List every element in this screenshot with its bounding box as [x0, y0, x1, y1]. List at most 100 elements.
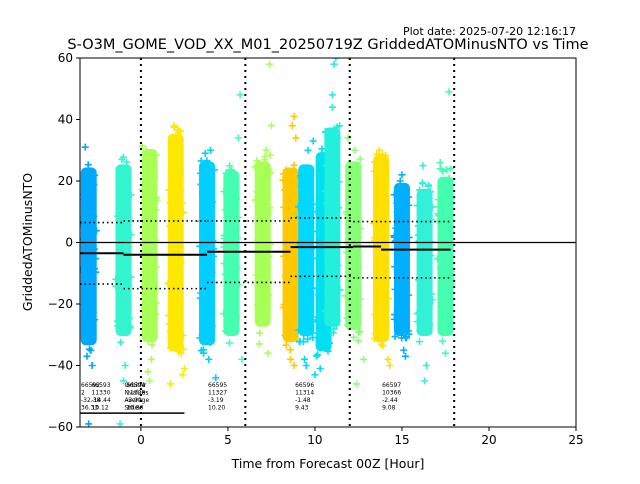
- data-point: [414, 276, 422, 284]
- outlier-point: [304, 146, 312, 154]
- data-point: [328, 153, 336, 161]
- data-point: [149, 184, 157, 192]
- data-point: [173, 168, 181, 176]
- data-point: [179, 345, 187, 353]
- data-point: [441, 275, 449, 283]
- data-point: [90, 212, 98, 220]
- data-point: [151, 279, 159, 287]
- data-point: [91, 171, 99, 179]
- data-point: [446, 277, 454, 285]
- outlier-point: [116, 420, 124, 427]
- y-tick-label: 40: [58, 113, 73, 127]
- data-point: [418, 264, 426, 272]
- stats-text: 11328: [126, 390, 145, 397]
- outlier-point: [422, 362, 430, 369]
- data-point: [405, 201, 413, 209]
- data-point: [280, 203, 288, 211]
- data-point: [121, 304, 129, 312]
- data-point: [299, 308, 307, 316]
- data-point: [295, 338, 303, 346]
- data-point: [253, 301, 261, 309]
- outlier-point: [330, 60, 338, 68]
- data-point: [175, 244, 183, 252]
- data-point: [256, 294, 264, 302]
- data-point: [206, 338, 214, 346]
- scatter-cluster: [112, 153, 135, 427]
- outlier-point: [309, 137, 317, 145]
- data-point: [171, 260, 179, 268]
- data-point: [90, 180, 98, 188]
- data-point: [281, 272, 289, 280]
- outlier-point: [311, 371, 319, 379]
- data-point: [168, 203, 176, 211]
- data-point: [335, 204, 343, 212]
- data-point: [327, 195, 335, 203]
- data-point: [383, 313, 391, 321]
- data-point: [350, 333, 358, 341]
- data-point: [290, 161, 298, 169]
- data-point: [428, 290, 436, 298]
- data-point: [283, 254, 291, 262]
- data-point: [295, 326, 303, 334]
- data-point: [206, 230, 214, 238]
- outlier-point: [118, 155, 126, 163]
- data-point: [402, 288, 410, 296]
- data-point: [91, 316, 99, 324]
- data-point: [125, 243, 133, 251]
- data-point: [322, 129, 330, 137]
- data-point: [331, 218, 339, 226]
- data-point: [441, 251, 449, 259]
- data-point: [210, 166, 218, 174]
- data-point: [376, 297, 384, 305]
- data-point: [375, 187, 383, 195]
- outlier-point: [302, 362, 310, 369]
- outlier-point: [120, 377, 128, 385]
- data-point: [203, 291, 211, 299]
- data-point: [426, 188, 434, 196]
- data-point: [90, 245, 98, 253]
- data-point: [444, 221, 452, 229]
- data-point: [423, 325, 431, 333]
- data-point: [261, 280, 269, 288]
- data-point: [376, 264, 384, 272]
- data-point: [152, 310, 160, 318]
- data-point: [445, 174, 453, 182]
- data-point: [401, 253, 409, 261]
- data-point: [86, 345, 94, 353]
- outlier-point: [287, 355, 295, 363]
- data-point: [80, 203, 88, 211]
- data-point: [416, 338, 424, 346]
- data-point: [152, 206, 160, 214]
- data-point: [303, 239, 311, 247]
- data-point: [282, 341, 290, 349]
- data-point: [390, 315, 398, 323]
- data-point: [443, 166, 451, 174]
- data-point: [381, 287, 389, 295]
- data-point: [437, 264, 445, 272]
- data-point: [355, 301, 363, 309]
- data-point: [420, 204, 428, 212]
- outlier-point: [419, 162, 427, 170]
- data-point: [304, 252, 312, 260]
- data-point: [114, 317, 122, 325]
- data-point: [437, 182, 445, 190]
- data-point: [439, 167, 447, 175]
- data-point: [384, 295, 392, 303]
- data-point: [297, 182, 305, 190]
- data-point: [369, 219, 377, 227]
- data-point: [370, 167, 378, 175]
- stats-text: -2.44: [382, 397, 398, 404]
- data-point: [279, 303, 287, 311]
- data-point: [112, 275, 120, 283]
- data-point: [172, 199, 180, 207]
- data-point: [355, 233, 363, 241]
- data-point: [330, 125, 338, 133]
- data-point: [149, 156, 157, 164]
- data-point: [232, 284, 240, 292]
- data-point: [232, 327, 240, 335]
- data-point: [286, 225, 294, 233]
- data-point: [143, 333, 151, 341]
- chart-title: S-O3M_GOME_VOD_XX_M01_20250719Z GriddedA…: [67, 37, 588, 53]
